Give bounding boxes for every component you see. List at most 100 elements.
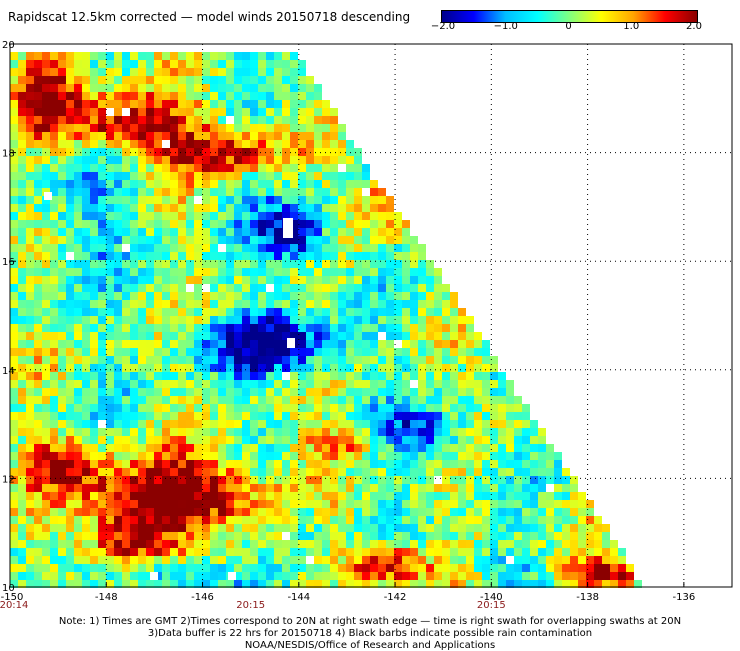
wind-cell — [330, 580, 338, 588]
wind-cell — [386, 252, 394, 260]
wind-cell — [386, 196, 394, 204]
wind-cell — [490, 492, 498, 500]
wind-cell — [146, 428, 154, 436]
wind-cell — [114, 452, 122, 460]
wind-cell — [122, 500, 130, 508]
wind-cell — [474, 580, 482, 588]
wind-cell — [426, 516, 434, 524]
wind-cell — [338, 468, 346, 476]
wind-cell — [90, 332, 98, 340]
wind-cell — [18, 492, 26, 500]
wind-cell — [458, 396, 466, 404]
wind-cell — [42, 324, 50, 332]
wind-cell — [498, 412, 506, 420]
wind-cell — [418, 580, 426, 588]
wind-cell — [394, 228, 402, 236]
wind-cell — [378, 540, 386, 548]
wind-cell — [50, 452, 58, 460]
wind-cell — [74, 140, 82, 148]
wind-cell — [10, 524, 18, 532]
wind-cell — [450, 316, 458, 324]
wind-cell — [26, 204, 34, 212]
wind-cell — [282, 124, 290, 132]
wind-cell — [322, 252, 330, 260]
wind-cell — [290, 420, 298, 428]
wind-cell — [138, 244, 146, 252]
wind-cell — [194, 212, 202, 220]
wind-cell — [202, 436, 210, 444]
wind-cell — [298, 180, 306, 188]
wind-cell — [58, 388, 66, 396]
wind-cell — [194, 580, 202, 588]
wind-cell — [10, 372, 18, 380]
wind-cell — [426, 500, 434, 508]
wind-cell — [282, 436, 290, 444]
wind-cell — [290, 132, 298, 140]
wind-cell — [314, 260, 322, 268]
wind-cell — [562, 564, 570, 572]
wind-cell — [322, 548, 330, 556]
wind-cell — [82, 220, 90, 228]
wind-cell — [114, 236, 122, 244]
wind-cell — [250, 180, 258, 188]
wind-cell — [210, 476, 218, 484]
wind-cell — [538, 516, 546, 524]
wind-cell — [74, 332, 82, 340]
wind-cell — [178, 300, 186, 308]
wind-cell — [466, 516, 474, 524]
wind-cell — [106, 100, 114, 108]
wind-cell — [282, 116, 290, 124]
wind-cell — [122, 412, 130, 420]
wind-cell — [226, 348, 234, 356]
wind-cell — [338, 540, 346, 548]
wind-cell — [290, 108, 298, 116]
wind-cell — [274, 556, 282, 564]
wind-cell — [226, 148, 234, 156]
wind-cell — [202, 212, 210, 220]
wind-cell — [346, 428, 354, 436]
wind-cell — [178, 524, 186, 532]
wind-cell — [306, 492, 314, 500]
wind-cell — [90, 188, 98, 196]
wind-cell — [34, 204, 42, 212]
wind-cell — [394, 284, 402, 292]
wind-cell — [234, 316, 242, 324]
wind-cell — [178, 508, 186, 516]
wind-cell — [298, 164, 306, 172]
wind-cell — [474, 508, 482, 516]
wind-cell — [362, 404, 370, 412]
wind-cell — [74, 492, 82, 500]
wind-cell — [106, 68, 114, 76]
wind-cell — [594, 524, 602, 532]
wind-cell — [402, 516, 410, 524]
wind-cell — [98, 468, 106, 476]
wind-cell — [34, 300, 42, 308]
wind-cell — [402, 332, 410, 340]
wind-cell — [242, 108, 250, 116]
wind-cell — [482, 548, 490, 556]
wind-cell — [474, 332, 482, 340]
wind-cell — [258, 140, 266, 148]
wind-cell — [538, 492, 546, 500]
wind-cell — [282, 348, 290, 356]
wind-cell — [258, 580, 266, 588]
wind-cell — [50, 500, 58, 508]
wind-cell — [10, 380, 18, 388]
wind-cell — [74, 60, 82, 68]
wind-cell — [290, 492, 298, 500]
wind-cell — [154, 324, 162, 332]
wind-cell — [434, 268, 442, 276]
wind-cell — [378, 356, 386, 364]
wind-cell — [314, 460, 322, 468]
wind-cell — [506, 396, 514, 404]
wind-cell — [562, 468, 570, 476]
wind-cell — [266, 92, 274, 100]
wind-cell — [234, 52, 242, 60]
wind-cell — [42, 380, 50, 388]
wind-cell — [578, 548, 586, 556]
wind-cell — [570, 516, 578, 524]
wind-cell — [274, 420, 282, 428]
wind-cell — [202, 164, 210, 172]
wind-cell — [50, 108, 58, 116]
wind-cell — [34, 116, 42, 124]
